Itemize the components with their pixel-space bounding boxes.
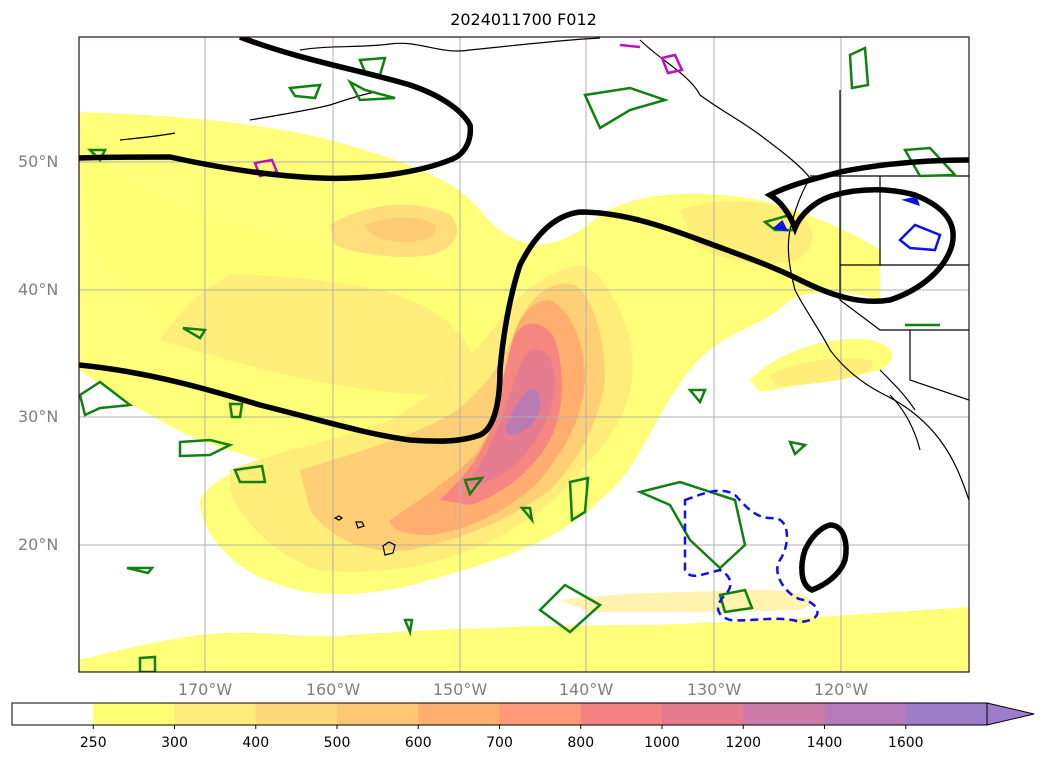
colorbar-segment (337, 703, 419, 725)
colorbar-tick-label: 700 (486, 735, 513, 751)
colorbar-segment (743, 703, 825, 725)
colorbar-segment (174, 703, 257, 725)
colorbar-tick-label: 800 (567, 735, 595, 751)
colorbar-tick-label: 500 (323, 735, 351, 751)
colorbar-extend-arrow (986, 702, 1035, 726)
colorbar-segment (255, 703, 338, 725)
map-layers (79, 37, 969, 672)
colorbar-segment (580, 703, 663, 725)
lon-label-170w: 170°W (177, 680, 233, 699)
colorbar-segment (418, 703, 500, 725)
blue-contours (683, 196, 942, 624)
colorbar-tick-label: 400 (242, 735, 270, 751)
colorbar-tick-label: 1200 (725, 735, 762, 751)
colorbar-tick-label: 1600 (887, 735, 924, 751)
lon-label-140w: 140°W (558, 680, 614, 699)
lat-label-30: 30°N (18, 407, 59, 426)
colorbar (11, 702, 1035, 729)
lon-label-160w: 160°W (305, 680, 361, 699)
map-border (78, 36, 970, 673)
lon-label-120w: 120°W (813, 680, 869, 699)
colorbar-tick-label: 600 (404, 735, 432, 751)
colorbar-segment (662, 703, 744, 725)
colorbar-tick-label: 300 (161, 735, 188, 751)
colorbar-segment (93, 703, 175, 725)
colorbar-segment (905, 703, 988, 725)
lat-label-20: 20°N (18, 535, 59, 554)
colorbar-tick-label: 1400 (806, 735, 843, 751)
colorbar-tick-label: 1000 (644, 735, 680, 751)
colorbar-segment (499, 703, 582, 725)
coastlines (119, 37, 969, 556)
lon-label-150w: 150°W (432, 680, 488, 699)
lat-label-40: 40°N (18, 280, 59, 299)
lat-label-50: 50°N (18, 152, 59, 171)
colorbar-tick-label: 250 (79, 735, 107, 751)
black-contours (79, 37, 969, 593)
colorbar-segment (12, 703, 94, 725)
colorbar-segment (824, 703, 907, 725)
map-title: 2024011700 F012 (450, 10, 597, 29)
lon-label-130w: 130°W (686, 680, 742, 699)
